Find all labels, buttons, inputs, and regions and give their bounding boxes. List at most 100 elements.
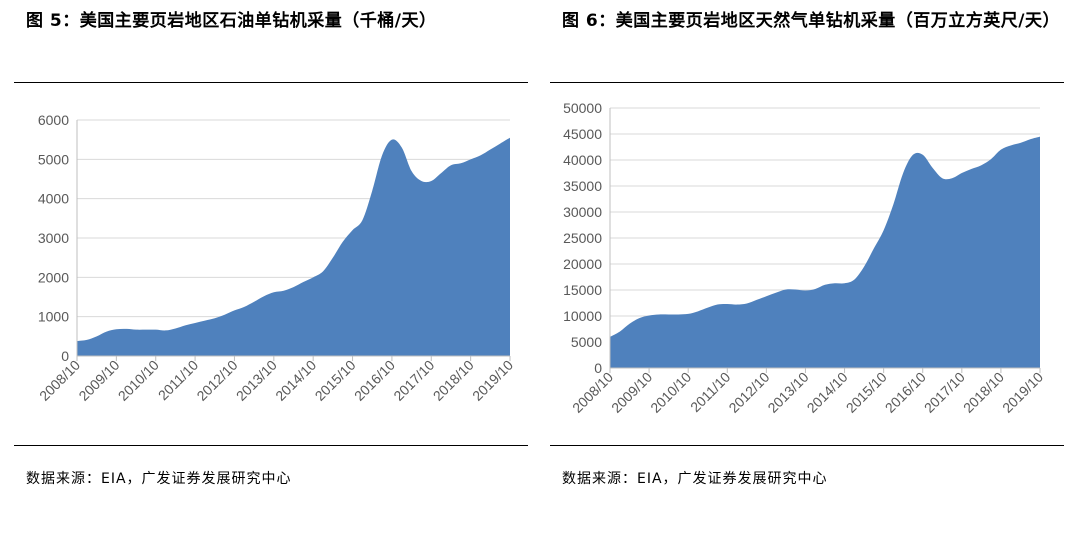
data-point bbox=[824, 283, 827, 286]
source-note: 数据来源：EIA，广发证券发展研究中心 bbox=[562, 471, 828, 487]
y-tick-label: 25000 bbox=[563, 230, 602, 246]
data-point bbox=[440, 172, 443, 175]
data-point bbox=[341, 240, 344, 243]
x-tick-label: 2013/10 bbox=[764, 369, 811, 416]
x-tick-label: 2016/10 bbox=[882, 369, 929, 416]
data-point bbox=[253, 300, 256, 303]
data-point bbox=[765, 295, 768, 298]
data-point bbox=[814, 287, 817, 290]
data-point bbox=[872, 247, 875, 250]
data-point bbox=[999, 148, 1002, 151]
data-point bbox=[726, 303, 729, 306]
x-tick-label: 2019/10 bbox=[999, 369, 1046, 416]
data-point bbox=[960, 172, 963, 175]
y-tick-label: 35000 bbox=[563, 178, 602, 194]
x-tick-label: 2011/10 bbox=[155, 357, 202, 404]
data-point bbox=[95, 335, 98, 338]
x-tick-label: 2009/10 bbox=[608, 369, 655, 416]
data-point bbox=[784, 288, 787, 291]
x-tick-label: 2018/10 bbox=[960, 369, 1007, 416]
data-point bbox=[144, 328, 147, 331]
data-point bbox=[302, 281, 305, 284]
y-tick-label: 1000 bbox=[38, 309, 69, 325]
data-point bbox=[755, 298, 758, 301]
x-tick-label: 2014/10 bbox=[804, 369, 851, 416]
data-point bbox=[990, 157, 993, 160]
data-point bbox=[233, 309, 236, 312]
source-note: 数据来源：EIA，广发证券发展研究中心 bbox=[26, 471, 292, 487]
data-point bbox=[843, 282, 846, 285]
data-point bbox=[736, 303, 739, 306]
data-point bbox=[371, 189, 374, 192]
data-point bbox=[1029, 138, 1032, 141]
data-point bbox=[853, 278, 856, 281]
data-point bbox=[657, 313, 660, 316]
oil-area-chart: 01000200030004000500060002008/102009/102… bbox=[36, 112, 516, 404]
data-point bbox=[135, 328, 138, 331]
data-point bbox=[951, 177, 954, 180]
data-point bbox=[931, 166, 934, 169]
data-point bbox=[1019, 141, 1022, 144]
x-tick-label: 2017/10 bbox=[921, 369, 968, 416]
data-point bbox=[351, 229, 354, 232]
x-tick-label: 2008/10 bbox=[36, 357, 83, 404]
data-point bbox=[400, 146, 403, 149]
data-point bbox=[618, 330, 621, 333]
data-point bbox=[125, 327, 128, 330]
x-tick-label: 2010/10 bbox=[115, 357, 162, 404]
data-point bbox=[980, 164, 983, 167]
data-point bbox=[361, 219, 364, 222]
data-point bbox=[902, 172, 905, 175]
x-tick-label: 2018/10 bbox=[430, 357, 477, 404]
y-tick-label: 0 bbox=[61, 348, 69, 364]
data-point bbox=[509, 136, 512, 139]
y-tick-label: 5000 bbox=[38, 151, 69, 167]
data-area bbox=[77, 137, 510, 356]
data-point bbox=[479, 154, 482, 157]
data-point bbox=[381, 154, 384, 157]
x-tick-label: 2019/10 bbox=[469, 357, 516, 404]
x-tick-label: 2013/10 bbox=[233, 357, 280, 404]
data-point bbox=[164, 329, 167, 332]
data-point bbox=[911, 153, 914, 156]
data-point bbox=[272, 291, 275, 294]
data-point bbox=[322, 270, 325, 273]
x-tick-label: 2010/10 bbox=[647, 369, 694, 416]
y-tick-label: 15000 bbox=[563, 282, 602, 298]
x-tick-label: 2015/10 bbox=[312, 357, 359, 404]
data-point bbox=[282, 289, 285, 292]
x-tick-label: 2016/10 bbox=[351, 357, 398, 404]
data-point bbox=[184, 324, 187, 327]
y-tick-label: 2000 bbox=[38, 269, 69, 285]
data-point bbox=[882, 229, 885, 232]
data-point bbox=[420, 179, 423, 182]
data-point bbox=[262, 295, 265, 298]
data-point bbox=[706, 306, 709, 309]
data-point bbox=[716, 303, 719, 306]
data-point bbox=[243, 305, 246, 308]
data-point bbox=[203, 319, 206, 322]
y-tick-label: 5000 bbox=[571, 334, 602, 350]
x-tick-label: 2012/10 bbox=[725, 369, 772, 416]
data-point bbox=[1009, 144, 1012, 147]
y-tick-label: 50000 bbox=[563, 100, 602, 116]
data-point bbox=[833, 282, 836, 285]
data-point bbox=[1039, 135, 1042, 138]
data-point bbox=[499, 142, 502, 145]
data-point bbox=[892, 203, 895, 206]
y-tick-label: 20000 bbox=[563, 256, 602, 272]
x-tick-label: 2017/10 bbox=[390, 357, 437, 404]
data-point bbox=[85, 338, 88, 341]
figure-title: 图 5：美国主要页岩地区石油单钻机采量（千桶/天） bbox=[26, 11, 437, 31]
y-tick-label: 4000 bbox=[38, 191, 69, 207]
data-point bbox=[459, 162, 462, 165]
data-point bbox=[223, 313, 226, 316]
data-point bbox=[410, 170, 413, 173]
data-point bbox=[390, 138, 393, 141]
chart-panel: 0 5000 10000 15000 20000 25000 30000 35000 40000… bbox=[550, 83, 1064, 445]
y-tick-label: 30000 bbox=[563, 204, 602, 220]
y-tick-label: 40000 bbox=[563, 152, 602, 168]
chart-panel: 0 1000 2000 3000 4000 5000 6000 2008/10 2009/10 2… bbox=[14, 83, 528, 445]
x-tick-label: 2012/10 bbox=[193, 357, 240, 404]
data-point bbox=[449, 164, 452, 167]
